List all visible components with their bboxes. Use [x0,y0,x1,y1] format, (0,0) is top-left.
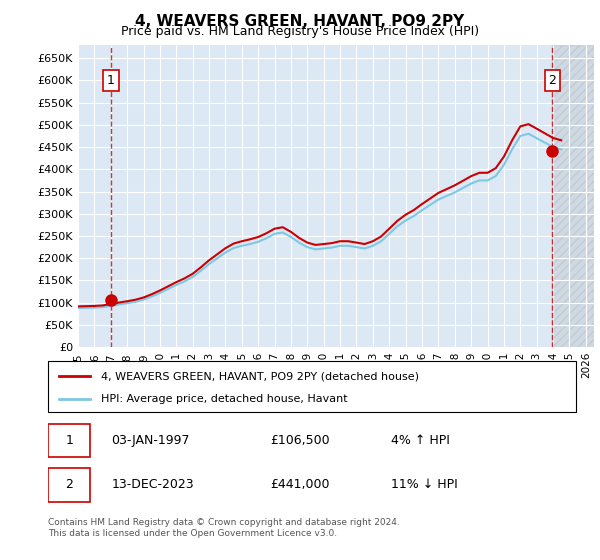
FancyBboxPatch shape [48,423,90,457]
Text: £441,000: £441,000 [270,478,329,492]
Text: 1: 1 [107,74,115,87]
Text: 1: 1 [65,433,73,447]
FancyBboxPatch shape [48,468,90,502]
Text: 13-DEC-2023: 13-DEC-2023 [112,478,194,492]
Text: HPI: Average price, detached house, Havant: HPI: Average price, detached house, Hava… [101,394,347,404]
Text: 11% ↓ HPI: 11% ↓ HPI [391,478,458,492]
Text: 2: 2 [548,74,556,87]
Text: Price paid vs. HM Land Registry's House Price Index (HPI): Price paid vs. HM Land Registry's House … [121,25,479,38]
Text: 4, WEAVERS GREEN, HAVANT, PO9 2PY: 4, WEAVERS GREEN, HAVANT, PO9 2PY [136,14,464,29]
Text: 2: 2 [65,478,73,492]
Text: Contains HM Land Registry data © Crown copyright and database right 2024.
This d: Contains HM Land Registry data © Crown c… [48,518,400,538]
Text: £106,500: £106,500 [270,433,329,447]
Text: 03-JAN-1997: 03-JAN-1997 [112,433,190,447]
Text: 4% ↑ HPI: 4% ↑ HPI [391,433,450,447]
Bar [552,45,594,347]
FancyBboxPatch shape [48,361,576,412]
Text: 4, WEAVERS GREEN, HAVANT, PO9 2PY (detached house): 4, WEAVERS GREEN, HAVANT, PO9 2PY (detac… [101,371,419,381]
